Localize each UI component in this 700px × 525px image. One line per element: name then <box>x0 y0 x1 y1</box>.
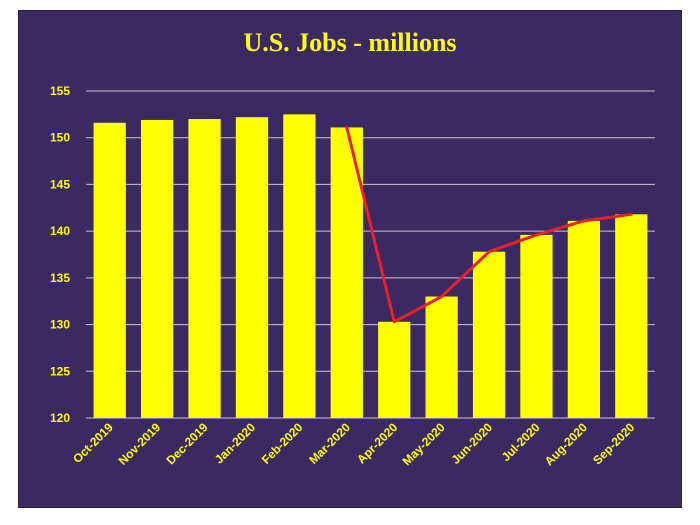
bar <box>188 119 221 419</box>
x-tick-label: May-2020 <box>400 420 448 468</box>
bar <box>567 220 600 418</box>
x-tick-label: Jul-2020 <box>499 420 543 464</box>
x-tick-label: Dec-2019 <box>163 420 210 467</box>
chart-title: U.S. Jobs - millions <box>243 28 457 57</box>
bar <box>378 321 411 418</box>
x-tick-label: Aug-2020 <box>542 420 590 468</box>
x-tick-label: Jan-2020 <box>212 420 258 466</box>
y-tick-label: 135 <box>50 271 70 285</box>
bar <box>141 119 174 418</box>
trend-line-layer <box>345 125 633 324</box>
y-tick-label: 155 <box>50 84 70 98</box>
x-tick-label: Jun-2020 <box>448 420 495 467</box>
x-axis-ticks: Oct-2019 Nov-2019 Dec-2019 Jan-2020 Feb-2020… <box>70 420 638 468</box>
x-tick-label: Sep-2020 <box>590 420 637 467</box>
bar <box>235 117 269 418</box>
bar <box>472 251 506 418</box>
y-tick-label: 150 <box>50 131 70 145</box>
bar <box>425 296 458 418</box>
bar <box>283 114 316 418</box>
bar <box>520 234 553 418</box>
bar <box>615 214 648 418</box>
y-axis-ticks: 120 125 130 135 140 145 150 155 <box>50 84 70 425</box>
gridlines <box>86 90 655 419</box>
y-tick-label: 120 <box>50 411 70 425</box>
y-tick-label: 130 <box>50 318 70 332</box>
x-tick-label: Apr-2020 <box>354 420 400 466</box>
bars <box>93 114 648 419</box>
trend-line <box>345 125 633 324</box>
y-tick-label: 125 <box>50 364 70 378</box>
x-tick-label: Nov-2019 <box>116 420 164 468</box>
x-tick-label: Mar-2020 <box>306 420 353 467</box>
y-tick-label: 140 <box>50 224 70 238</box>
bar <box>93 122 126 418</box>
x-tick-label: Oct-2019 <box>70 420 116 466</box>
x-tick-label: Feb-2020 <box>259 420 306 467</box>
y-tick-label: 145 <box>50 177 70 191</box>
